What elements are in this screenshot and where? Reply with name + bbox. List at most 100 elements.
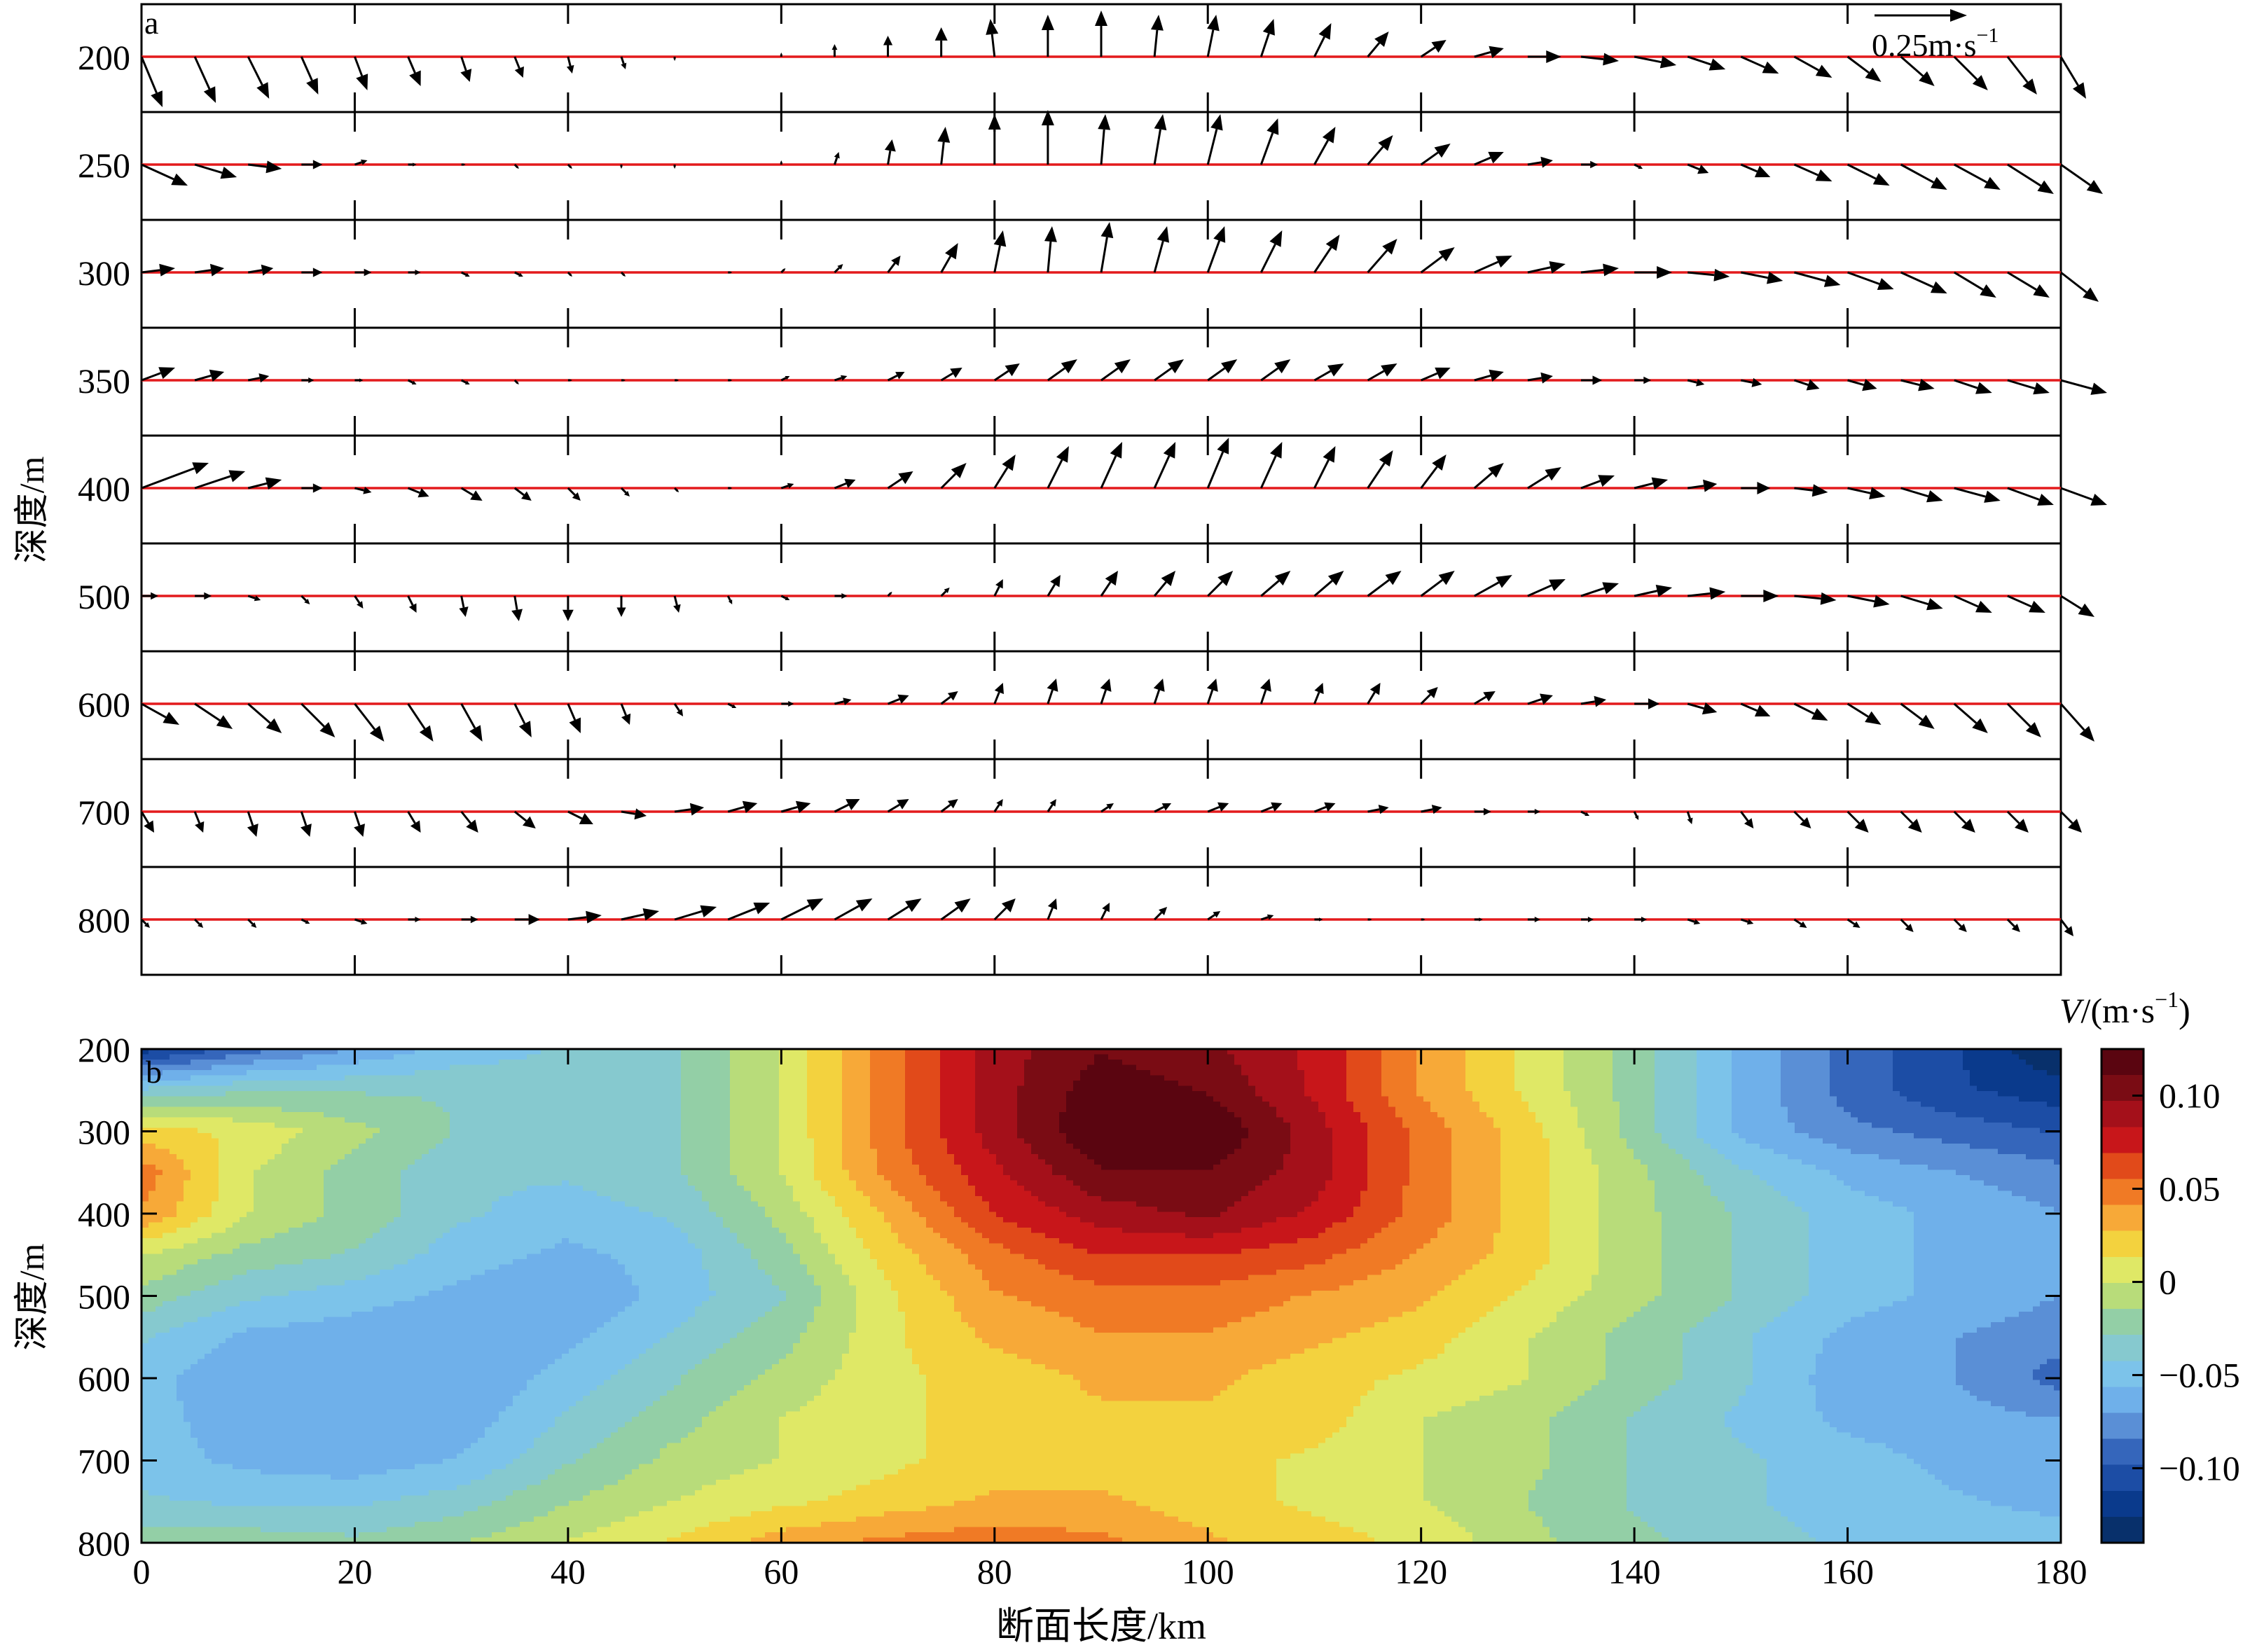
contour-cell <box>373 1306 626 1312</box>
vector-arrow <box>513 163 519 169</box>
contour-cell <box>961 1165 1004 1171</box>
contour-cell <box>1556 1312 1634 1318</box>
contour-cell <box>730 1516 857 1522</box>
contour-cell <box>975 1333 1347 1339</box>
contour-cell <box>1381 1228 1438 1234</box>
vector-arrow <box>354 811 365 837</box>
contour-cell <box>870 1085 906 1092</box>
contour-cell <box>324 1186 401 1192</box>
contour-cell <box>1781 1049 1830 1055</box>
vector-arrow <box>1150 15 1164 57</box>
contour-cell <box>702 1359 780 1365</box>
contour-cell <box>1514 1070 1564 1076</box>
vector-arrow <box>141 263 175 277</box>
contour-cell <box>1942 1138 2061 1144</box>
vector-arrow <box>459 595 469 617</box>
vector-arrow <box>1421 367 1451 382</box>
contour-cell <box>1669 1144 1711 1150</box>
contour-cell <box>1311 1201 1361 1207</box>
contour-cell <box>1017 1296 1291 1302</box>
contour-cell <box>926 1417 1347 1423</box>
contour-cell <box>1528 1354 1606 1360</box>
contour-cell <box>1318 1102 1354 1108</box>
vector-arrow <box>1954 487 2001 503</box>
contour-cell <box>891 1186 934 1192</box>
vector-arrow <box>1740 918 1754 925</box>
contour-cell <box>905 1338 983 1344</box>
contour-cell <box>1949 1485 2061 1491</box>
contour-cell <box>695 1243 745 1249</box>
contour-cell <box>618 1369 689 1375</box>
contour-cell <box>1017 1106 1067 1113</box>
vector-arrow <box>1634 55 1677 69</box>
contour-cell <box>716 1212 766 1218</box>
contour-cell <box>1837 1102 1921 1108</box>
vector-arrow <box>673 57 676 61</box>
contour-cell <box>527 1448 591 1455</box>
contour-cell <box>1416 1064 1466 1071</box>
contour-cell <box>1592 1385 1669 1391</box>
contour-cell <box>856 1301 899 1307</box>
contour-cell <box>1283 1117 1326 1123</box>
contour-cell <box>1732 1254 1809 1260</box>
contour-cell <box>1416 1306 1494 1312</box>
contour-cell <box>1620 1322 1697 1328</box>
contour-cell <box>1248 1191 1319 1197</box>
contour-cell <box>583 1243 696 1249</box>
contour-cell <box>639 1291 717 1297</box>
vector-arrow <box>354 487 372 494</box>
contour-cell <box>2012 1049 2061 1055</box>
vector-arrow <box>1153 114 1167 165</box>
contour-cell <box>1998 1148 2061 1155</box>
contour-cell <box>1648 1401 1739 1407</box>
vector-arrow <box>834 799 860 813</box>
contour-cell <box>2012 1123 2061 1129</box>
contour-cell <box>1087 1390 1221 1396</box>
contour-cell <box>1816 1354 1956 1360</box>
contour-cell <box>1241 1375 1389 1381</box>
contour-cell <box>870 1106 906 1113</box>
contour-cell <box>905 1054 941 1060</box>
vector-arrow <box>407 379 417 384</box>
contour-cell <box>681 1144 731 1150</box>
contour-cell <box>1963 1064 2034 1071</box>
contour-cell <box>1753 1369 1816 1375</box>
vector-arrow <box>1633 811 1639 820</box>
contour-cell <box>1010 1249 1088 1255</box>
contour-cell <box>1493 1390 1585 1396</box>
contour-cell <box>1914 1228 2061 1234</box>
contour-cell <box>1627 1464 1767 1470</box>
contour-cell <box>639 1464 759 1470</box>
contour-cell <box>1830 1049 1893 1055</box>
vector-arrow <box>408 917 421 922</box>
contour-cell <box>667 1333 738 1339</box>
contour-cell <box>303 1054 394 1060</box>
contour-cell <box>1844 1322 1992 1328</box>
contour-cell <box>1788 1106 1844 1113</box>
contour-cell <box>163 1249 233 1255</box>
vector-arrow <box>1847 595 1890 608</box>
contour-cell <box>1627 1506 1774 1512</box>
contour-cell <box>1956 1380 2041 1386</box>
contour-cell <box>1038 1154 1088 1160</box>
vector-arrow <box>780 53 782 57</box>
contour-cell <box>1732 1217 1809 1223</box>
contour-cell <box>1585 1138 1627 1144</box>
vector-arrow <box>1153 442 1176 489</box>
vector-arrow <box>831 44 838 57</box>
contour-cell <box>1192 1085 1256 1092</box>
contour-cell <box>317 1285 443 1291</box>
contour-cell <box>905 1070 941 1076</box>
contour-cell <box>1648 1175 1704 1181</box>
contour-cell <box>1781 1054 1830 1060</box>
contour-cell <box>142 1501 212 1507</box>
contour-cell <box>856 1516 1179 1522</box>
contour-cell <box>1402 1212 1452 1218</box>
contour-cell <box>534 1438 605 1444</box>
contour-cell <box>821 1522 1193 1528</box>
contour-cell <box>842 1207 878 1213</box>
contour-cell <box>1451 1127 1501 1134</box>
contour-cell <box>1437 1354 1529 1360</box>
contour-cell <box>1451 1169 1501 1176</box>
contour-cell <box>639 1285 710 1291</box>
